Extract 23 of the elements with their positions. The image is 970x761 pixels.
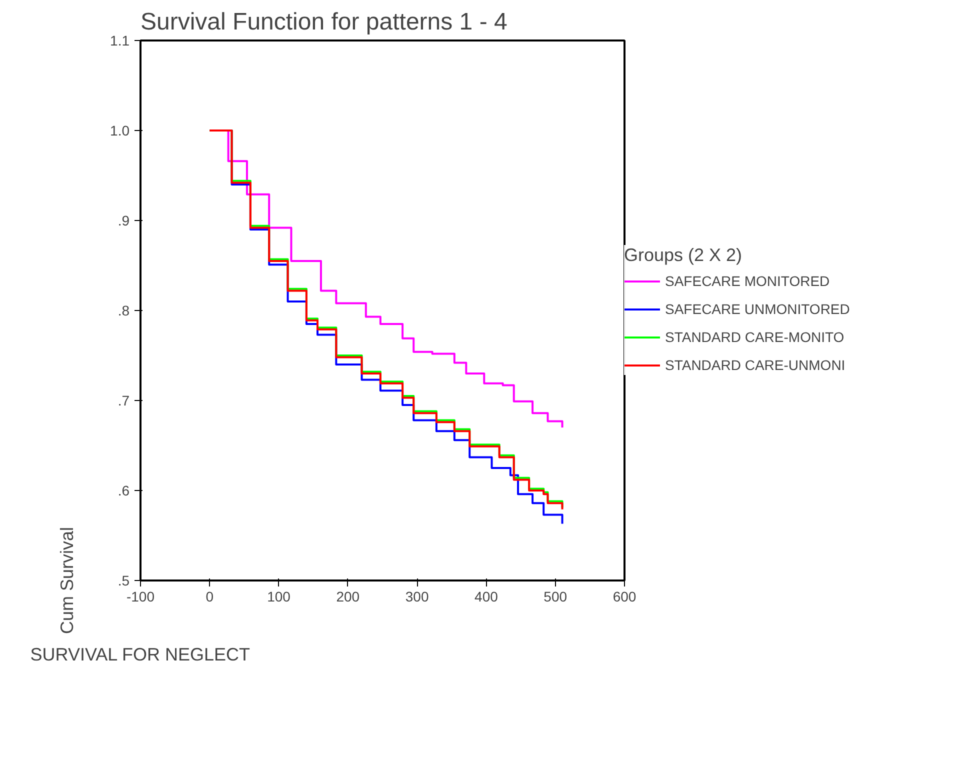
- x-tick-label: 0: [206, 588, 214, 604]
- legend-label: SAFECARE UNMONITORED: [665, 301, 850, 317]
- y-tick-label: .9: [118, 212, 130, 228]
- legend-label: SAFECARE MONITORED: [665, 273, 830, 289]
- legend-title: Groups (2 X 2): [624, 245, 744, 266]
- y-tick-label: 1.1: [110, 32, 130, 48]
- y-tick-label: .8: [118, 302, 130, 318]
- x-tick-label: -100: [126, 588, 155, 604]
- x-tick-label: 400: [474, 588, 498, 604]
- legend-label: STANDARD CARE-MONITO: [665, 329, 844, 345]
- chart-title: Survival Function for patterns 1 - 4: [140, 8, 508, 36]
- y-tick-label: .6: [118, 482, 130, 498]
- x-axis-title: SURVIVAL FOR NEGLECT: [30, 644, 250, 664]
- y-tick-label: .5: [118, 572, 130, 588]
- x-tick-label: 100: [267, 588, 291, 604]
- x-tick-label: 500: [544, 588, 568, 604]
- y-tick-label: .7: [118, 392, 130, 408]
- y-tick-label: 1.0: [110, 122, 130, 138]
- x-tick-label: 600: [612, 588, 636, 604]
- y-axis-title: Cum Survival: [57, 526, 78, 634]
- legend-label: STANDARD CARE-UNMONI: [665, 357, 846, 373]
- x-tick-label: 300: [405, 588, 429, 604]
- x-tick-label: 200: [336, 588, 360, 604]
